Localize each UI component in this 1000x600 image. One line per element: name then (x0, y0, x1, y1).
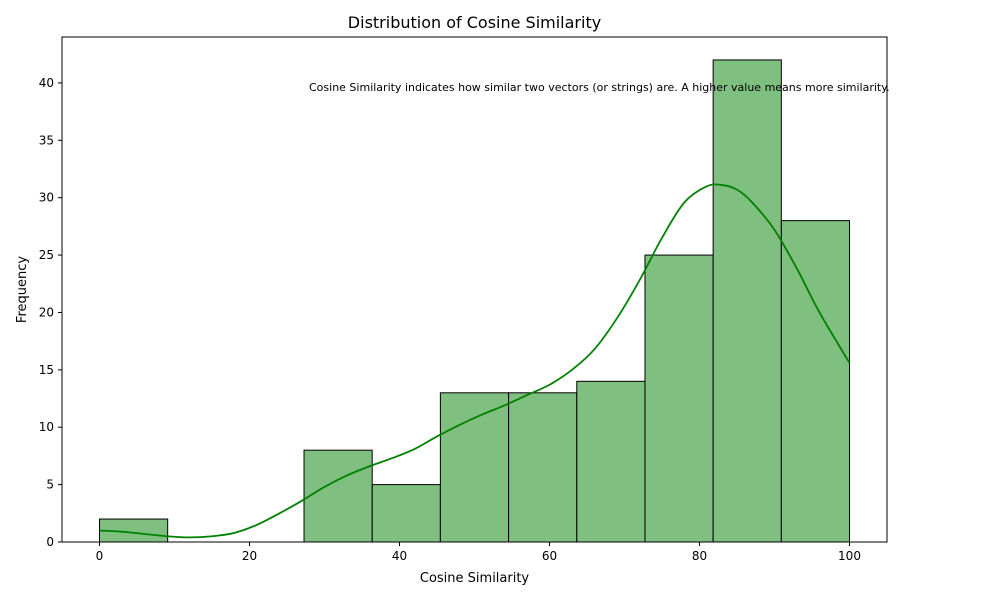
plot-frame (61, 36, 888, 543)
histogram-bars (99, 59, 851, 543)
x-tick-label: 20 (242, 549, 257, 563)
chart-title: Distribution of Cosine Similarity (348, 13, 601, 32)
x-axis-label: Cosine Similarity (420, 571, 530, 586)
y-tick-label: 0 (46, 535, 54, 549)
kde-line (99, 183, 851, 539)
y-axis-label: Frequency (15, 256, 30, 323)
histogram-bar (576, 380, 646, 543)
y-axis: 0 5 10 15 20 25 30 35 40 (39, 76, 62, 549)
x-axis: 0 20 40 60 80 100 (96, 542, 861, 563)
y-tick-label: 15 (39, 363, 54, 377)
histogram-bar (644, 254, 714, 543)
histogram-bar (712, 59, 782, 543)
histogram-bar (508, 392, 578, 543)
x-tick-label: 60 (542, 549, 557, 563)
y-tick-label: 35 (39, 133, 54, 147)
histogram-bar (303, 449, 373, 543)
x-tick-label: 80 (692, 549, 707, 563)
y-tick-label: 30 (39, 191, 54, 205)
x-tick-label: 0 (96, 549, 104, 563)
y-tick-label: 20 (39, 305, 54, 319)
histogram-bar (780, 220, 851, 543)
histogram-bar (371, 484, 441, 543)
histogram-bar (439, 392, 510, 543)
x-tick-label: 100 (838, 549, 861, 563)
y-tick-label: 5 (46, 478, 54, 492)
annotation-text: Cosine Similarity indicates how similar … (309, 81, 890, 94)
y-tick-label: 40 (39, 76, 54, 90)
y-tick-label: 10 (39, 420, 54, 434)
y-tick-label: 25 (39, 248, 54, 262)
x-tick-label: 40 (392, 549, 407, 563)
